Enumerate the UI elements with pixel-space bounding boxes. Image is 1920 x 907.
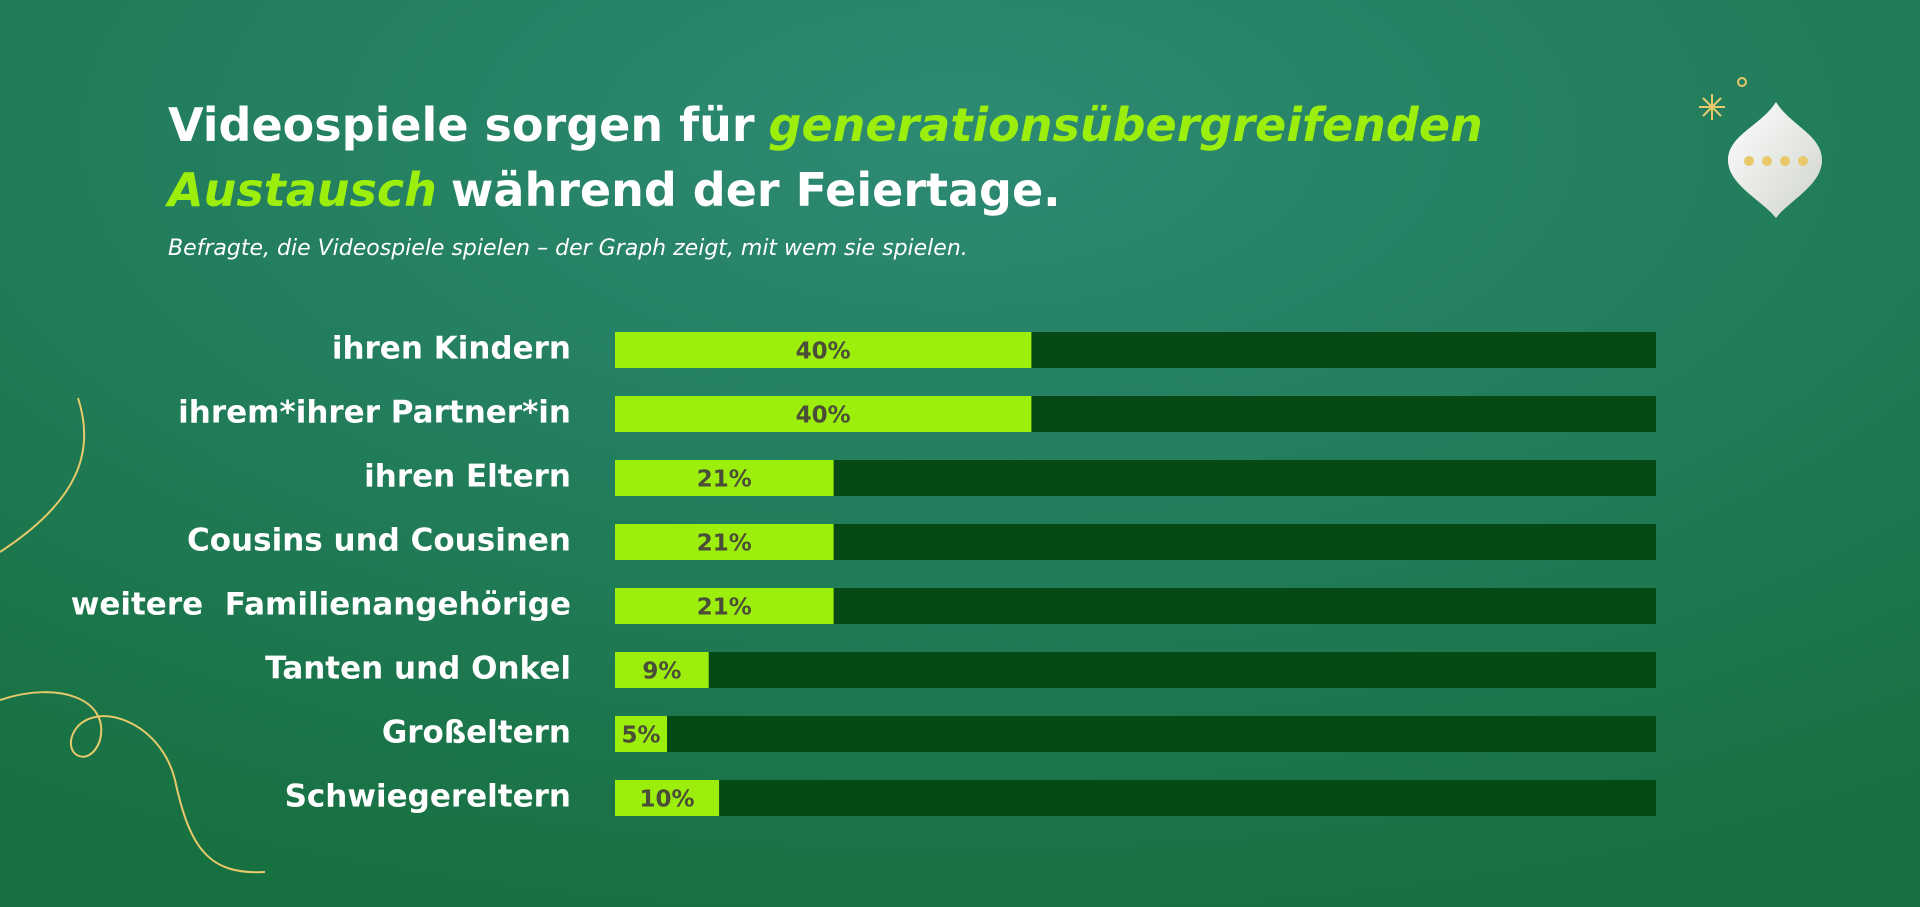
bar	[615, 716, 668, 752]
value-label: 40%	[796, 339, 851, 365]
bar	[615, 396, 1032, 432]
bar	[615, 652, 709, 688]
bar	[615, 588, 834, 624]
value-label: 21%	[697, 531, 752, 557]
value-label: 21%	[697, 467, 752, 493]
value-label: 40%	[796, 403, 851, 429]
title-part: Videospiele sorgen für	[168, 98, 755, 152]
value-label: 21%	[697, 595, 752, 621]
category-label: ihrem*ihrer Partner*in	[178, 395, 571, 431]
value-label: 9%	[642, 659, 681, 685]
category-label: weitere Familienangehörige	[71, 587, 571, 623]
decoration-curve	[0, 691, 266, 874]
category-label: Tanten und Onkel	[265, 651, 571, 687]
category-label: Schwiegereltern	[285, 779, 571, 815]
category-label: ihren Eltern	[364, 459, 571, 495]
bar	[615, 524, 834, 560]
subtitle: Befragte, die Videospiele spielen – der …	[168, 236, 968, 261]
title-highlight: Austausch	[165, 163, 437, 217]
bar	[615, 460, 834, 496]
value-label: 10%	[640, 787, 695, 813]
category-label: ihren Kindern	[332, 331, 571, 367]
category-label: Cousins und Cousinen	[187, 523, 571, 559]
decoration-curve	[0, 397, 86, 553]
bar-track	[615, 716, 1656, 752]
title-part: während der Feiertage.	[451, 163, 1061, 217]
title-highlight: generationsübergreifenden	[769, 98, 1483, 152]
chart-title: Austausch während der Feiertage.	[165, 163, 1061, 217]
category-label: Großeltern	[382, 715, 571, 751]
bar	[615, 780, 720, 816]
value-label: 5%	[621, 723, 660, 749]
chart-title: Videospiele sorgen für generationsübergre…	[168, 98, 1483, 152]
ornament	[1699, 77, 1822, 218]
bar-track	[615, 652, 1656, 688]
bar-track	[615, 780, 1656, 816]
bar	[615, 332, 1032, 368]
